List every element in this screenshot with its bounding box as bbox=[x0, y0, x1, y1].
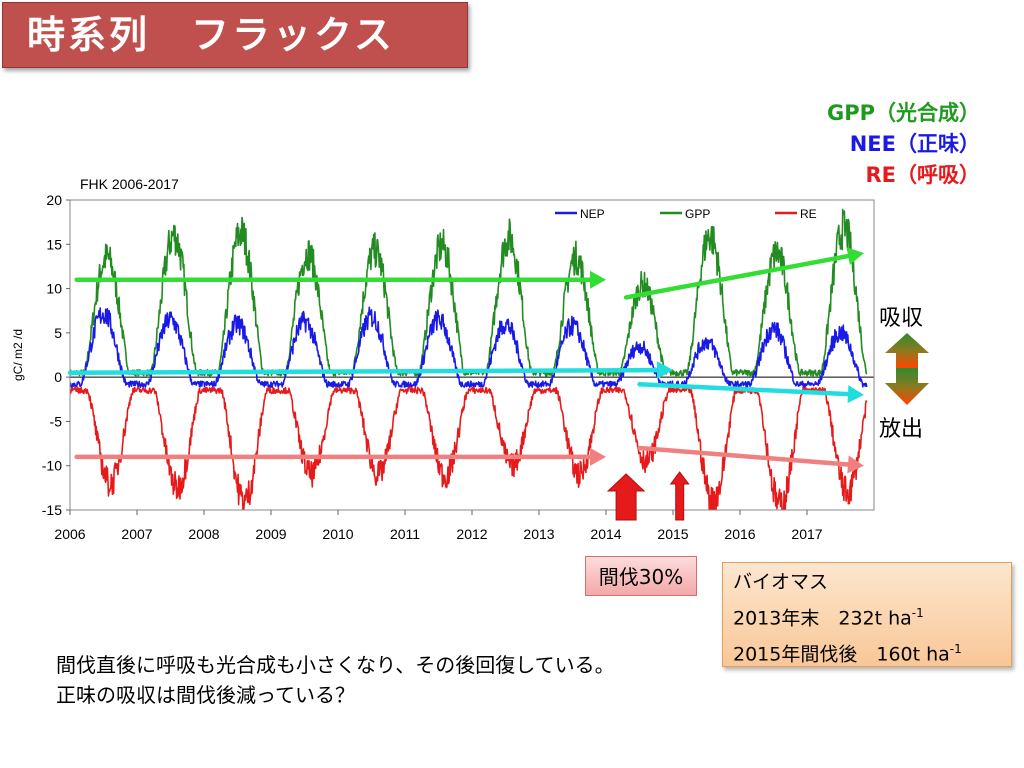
chart-title: FHK 2006-2017 bbox=[80, 176, 179, 192]
thinning-marker-icon bbox=[669, 471, 690, 521]
x-tick-label: 2017 bbox=[791, 526, 822, 542]
slide-title: 時系列 フラックス bbox=[2, 2, 468, 68]
biomass-line-2013: 2013年末 232t ha-1 bbox=[733, 606, 924, 630]
trend-arrow-line bbox=[637, 381, 851, 397]
biomass-line-2015: 2015年間伐後 160t ha-1 bbox=[733, 642, 962, 666]
note-line: 間伐直後に呼吸も光合成も小さくなり、その後回復している。 bbox=[56, 653, 615, 677]
legend-label-gpp: GPP bbox=[685, 207, 710, 221]
legend-key-gpp: GPP（光合成） bbox=[826, 101, 980, 125]
thinning-marker-icon bbox=[606, 473, 646, 521]
x-tick-label: 2009 bbox=[255, 526, 286, 542]
biomass-box: バイオマス 2013年末 232t ha-1 2015年間伐後 160t ha-… bbox=[722, 562, 1012, 667]
x-tick-label: 2007 bbox=[121, 526, 152, 542]
x-tick-label: 2013 bbox=[523, 526, 554, 542]
y-tick-label: 20 bbox=[46, 192, 62, 208]
legend-label-nep: NEP bbox=[580, 207, 605, 221]
trend-arrow-head bbox=[847, 385, 864, 404]
y-axis-label: gC/ m2 /d bbox=[11, 329, 25, 381]
x-tick-label: 2006 bbox=[54, 526, 85, 542]
x-tick-label: 2014 bbox=[590, 526, 621, 542]
trend-arrow-head bbox=[847, 455, 864, 474]
trend-arrow-head bbox=[590, 270, 606, 289]
trend-arrow-head bbox=[590, 447, 606, 466]
notes: 間伐直後に呼吸も光合成も小さくなり、その後回復している。 正味の吸収は間伐後減っ… bbox=[56, 650, 615, 710]
flux-legend-key: GPP（光合成） NEE（正味） RE（呼吸） bbox=[827, 98, 980, 191]
thinning-label: 間伐30% bbox=[585, 556, 697, 596]
series-line-gpp bbox=[70, 208, 868, 377]
trend-arrow-line bbox=[637, 445, 851, 467]
y-tick-label: -15 bbox=[42, 502, 62, 518]
absorb-release-arrow-icon bbox=[885, 333, 929, 405]
series-line-re bbox=[70, 386, 868, 510]
x-tick-label: 2008 bbox=[188, 526, 219, 542]
x-tick-label: 2010 bbox=[322, 526, 353, 542]
x-tick-label: 2012 bbox=[456, 526, 487, 542]
y-tick-label: 5 bbox=[54, 325, 62, 341]
plot-frame bbox=[69, 199, 875, 511]
y-tick-label: 10 bbox=[46, 281, 62, 297]
y-tick-label: -10 bbox=[42, 458, 62, 474]
note-line: 正味の吸収は間伐後減っている？ bbox=[56, 683, 355, 707]
release-label: 放出 bbox=[879, 417, 924, 442]
legend-key-re: RE（呼吸） bbox=[865, 163, 980, 187]
y-tick-label: 15 bbox=[46, 236, 62, 252]
y-tick-label: 0 bbox=[54, 369, 62, 385]
trend-arrow-head bbox=[656, 361, 673, 380]
absorb-label: 吸収 bbox=[879, 306, 924, 331]
trend-arrow-head bbox=[846, 247, 864, 265]
trend-arrow-line bbox=[623, 253, 851, 300]
trend-arrow-line bbox=[67, 367, 660, 375]
legend-label-re: RE bbox=[800, 207, 817, 221]
y-tick-label: -5 bbox=[50, 413, 63, 429]
x-tick-label: 2011 bbox=[390, 526, 420, 542]
legend-key-nee: NEE（正味） bbox=[849, 132, 980, 156]
x-tick-label: 2015 bbox=[657, 526, 688, 542]
biomass-heading: バイオマス bbox=[733, 571, 829, 593]
x-tick-label: 2016 bbox=[724, 526, 755, 542]
